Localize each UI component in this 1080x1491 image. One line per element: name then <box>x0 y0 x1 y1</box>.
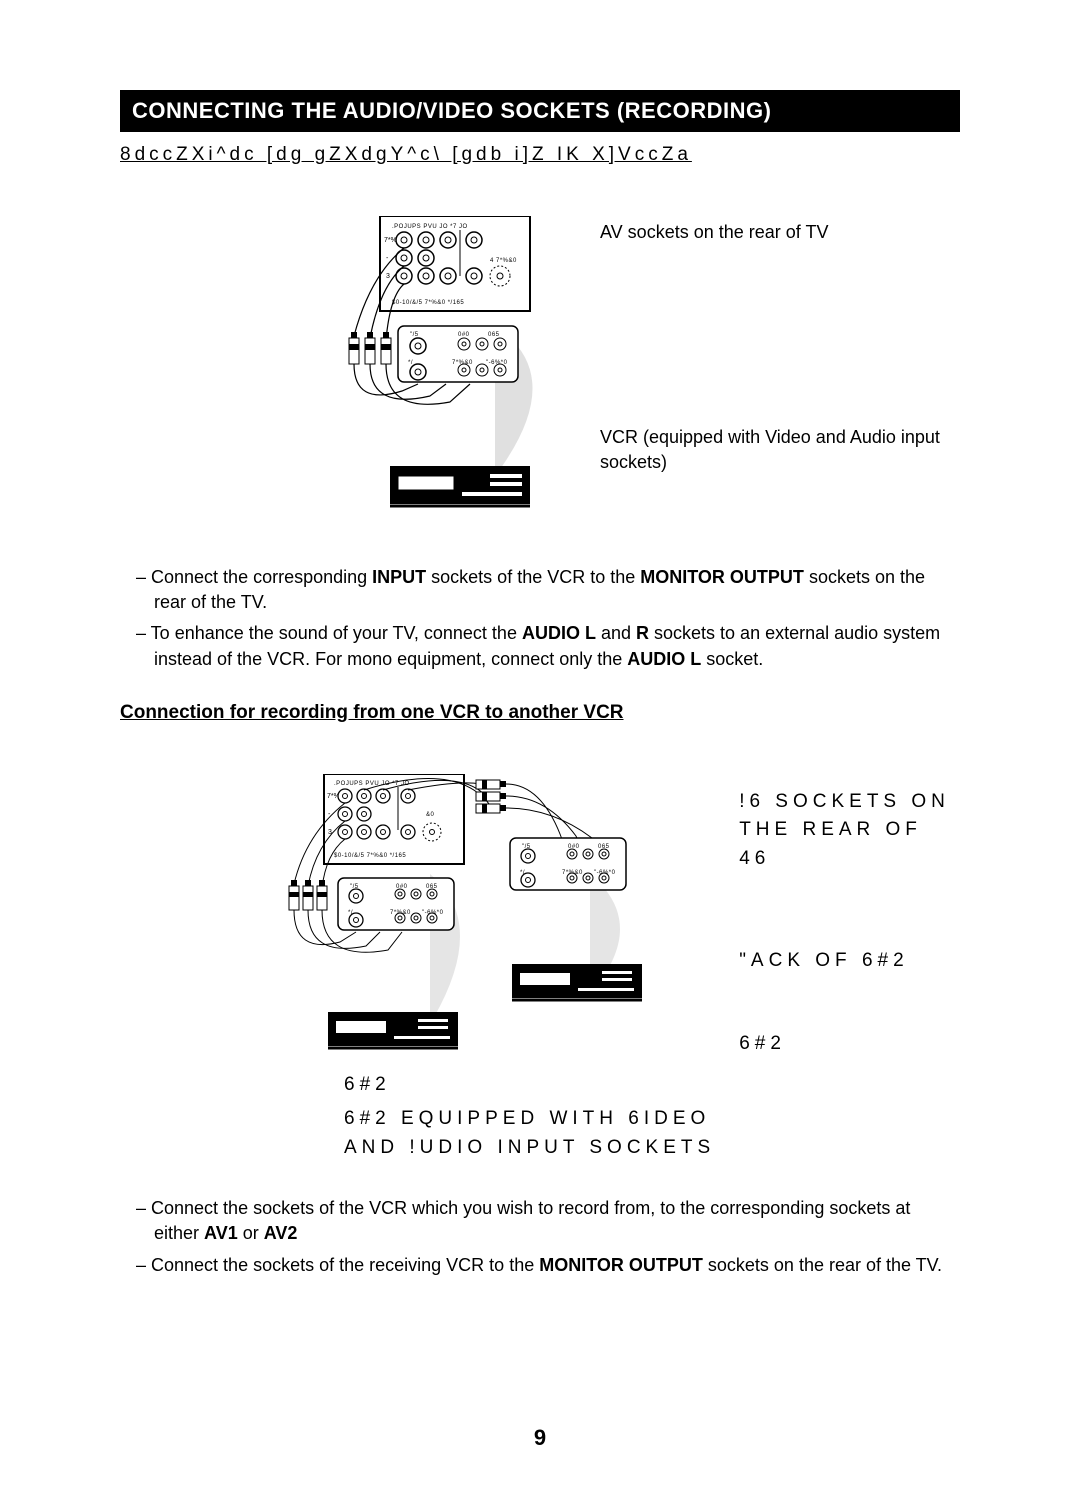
bullet-list-2: – Connect the sockets of the VCR which y… <box>120 1196 960 1278</box>
figure-1: .POJUPS PVU JO *7 JO 7*% - 4 7*%&0 3 <box>120 216 960 541</box>
svg-text:3: 3 <box>386 273 390 280</box>
figure-2: .POJUPS PVU JO *7 JO 7*% - &0 3 $0-10/&/… <box>120 774 960 1163</box>
svg-text:*/: */ <box>408 360 413 366</box>
bullet-2-1: – Connect the sockets of the VCR which y… <box>120 1196 960 1246</box>
figure-2-label-top: !6 SOCKETS ON THE REAR OF 46 <box>739 788 960 874</box>
svg-text:&0: &0 <box>426 812 435 818</box>
bullet-2-2: – Connect the sockets of the receiving V… <box>120 1253 960 1278</box>
figure-1-label-bottom: VCR (equipped with Video and Audio input… <box>600 425 960 475</box>
subheading-2: Connection for recording from one VCR to… <box>120 702 960 724</box>
svg-text:$0-10/&/5 7*%&0 */165: $0-10/&/5 7*%&0 */165 <box>334 853 406 859</box>
figure-2-caption-1: 6#2 EQUIPPED WITH 6IDEO <box>344 1105 715 1134</box>
svg-text:065: 065 <box>488 332 500 338</box>
figure-1-label-top: AV sockets on the rear of TV <box>600 220 960 245</box>
subheading-1: 8dccZXi^dc [dg gZXdgY^c\ [gdb i]Z IK X]V… <box>120 144 960 166</box>
svg-text:4 7*%&0: 4 7*%&0 <box>490 258 517 264</box>
figure-2-vcr-right-label: 6#2 <box>739 1030 960 1059</box>
figure-2-label-mid: "ACK OF 6#2 <box>739 947 960 976</box>
svg-text:7*%: 7*% <box>384 237 397 244</box>
bullet-1-2: – To enhance the sound of your TV, conne… <box>120 621 960 671</box>
svg-text:$0-10/&/5 7*%&0 */165: $0-10/&/5 7*%&0 */165 <box>392 300 464 306</box>
page-number: 9 <box>0 1425 1080 1451</box>
figure-2-caption-2: AND !UDIO INPUT SOCKETS <box>344 1134 715 1163</box>
figure-1-diagram: .POJUPS PVU JO *7 JO 7*% - 4 7*%&0 3 <box>340 216 580 541</box>
page: CONNECTING THE AUDIO/VIDEO SOCKETS (RECO… <box>0 0 1080 1491</box>
bullet-list-1: – Connect the corresponding INPUT socket… <box>120 565 960 672</box>
panel-top-text: .POJUPS PVU JO *7 JO <box>392 224 468 230</box>
svg-text:0#0: 0#0 <box>458 332 470 338</box>
title-bar: CONNECTING THE AUDIO/VIDEO SOCKETS (RECO… <box>120 90 960 132</box>
bullet-1-1: – Connect the corresponding INPUT socket… <box>120 565 960 615</box>
svg-text:"/5: "/5 <box>410 332 419 338</box>
figure-2-diagram: .POJUPS PVU JO *7 JO 7*% - &0 3 $0-10/&/… <box>280 774 715 1163</box>
